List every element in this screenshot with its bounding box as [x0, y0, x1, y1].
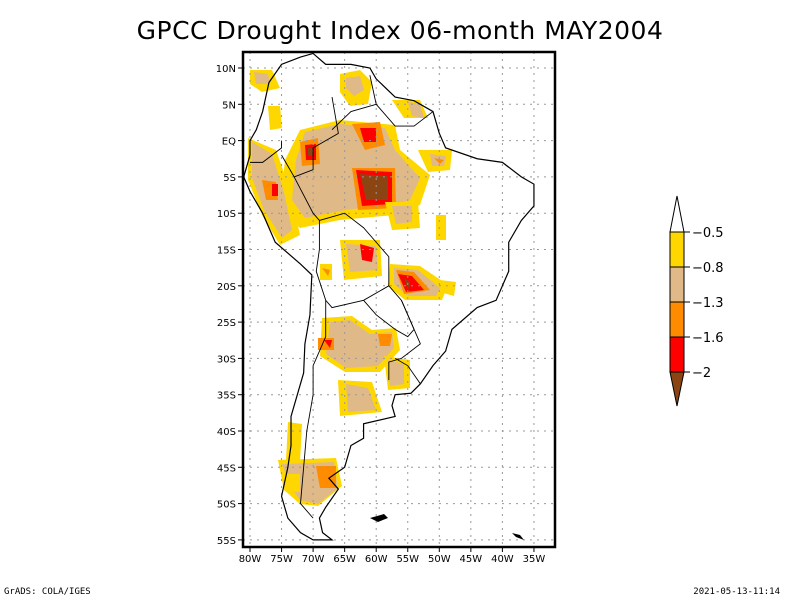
x-tick-label: 65W	[333, 554, 356, 565]
footer-timestamp: 2021-05-13-11:14	[693, 587, 780, 597]
drought-contour-region	[316, 466, 336, 488]
x-tick-label: 55W	[396, 554, 419, 565]
country-border	[331, 75, 377, 131]
drought-contour-region	[404, 278, 410, 290]
drought-contour-region	[272, 184, 278, 196]
country-border	[375, 104, 434, 127]
falkland-islands	[370, 514, 388, 522]
drought-contour-region	[440, 280, 456, 296]
y-tick-label: 5S	[223, 173, 236, 184]
drought-contour-region	[346, 76, 364, 96]
colorbar-swatch-red	[669, 336, 685, 373]
x-tick-label: 45W	[460, 554, 483, 565]
drought-contour-region	[346, 384, 376, 412]
drought-contour-region	[436, 215, 446, 240]
x-tick-label: 75W	[270, 554, 293, 565]
drought-contour-region	[392, 206, 412, 224]
x-tick-label: 60W	[365, 554, 388, 565]
drought-contour-region	[326, 320, 394, 368]
drought-contour-region	[324, 340, 332, 348]
drought-contour-region	[388, 360, 404, 386]
country-border	[394, 358, 421, 385]
y-axis: 10N 5N EQ 5S 10S 15S 20S 25S 30S 35S 40S 45S 50S 55S	[216, 64, 243, 547]
drought-contour-region	[408, 102, 424, 118]
y-tick-label: 40S	[217, 427, 236, 438]
y-tick-label: 45S	[217, 463, 236, 474]
colorbar-upper-triangle	[669, 195, 685, 233]
x-tick-label: 70W	[302, 554, 325, 565]
drought-contour-region	[254, 72, 270, 84]
colorbar-label: −0.5	[692, 226, 724, 241]
footer-credit: GrADS: COLA/IGES	[4, 587, 91, 597]
drought-contour-region	[286, 474, 300, 492]
colorbar-swatch-orange	[669, 301, 685, 338]
x-tick-label: 50W	[428, 554, 451, 565]
colorbar-swatch-tan	[669, 266, 685, 303]
drought-contour-region	[360, 128, 376, 142]
y-tick-label: 35S	[217, 391, 236, 402]
country-border	[281, 154, 295, 178]
colorbar-swatch-yellow	[669, 231, 685, 268]
country-border	[300, 300, 327, 519]
x-tick-label: 40W	[491, 554, 514, 565]
drought-contour-region	[322, 268, 330, 276]
drought-contour-region	[360, 244, 374, 262]
y-tick-label: 10N	[216, 64, 236, 75]
y-tick-label: 10S	[217, 209, 236, 220]
chart-title: GPCC Drought Index 06-month MAY2004	[136, 16, 664, 45]
drought-shading	[248, 70, 456, 506]
drought-contour-region	[268, 106, 282, 130]
x-tick-label: 80W	[239, 554, 262, 565]
south-georgia-island	[512, 533, 524, 540]
plot-frame	[241, 50, 557, 549]
y-tick-label: 5N	[222, 100, 236, 111]
y-tick-label: 25S	[217, 318, 236, 329]
y-tick-label: 50S	[217, 500, 236, 511]
drought-contour-region	[378, 334, 392, 346]
drought-contour-region	[286, 422, 302, 462]
colorbar-label: −2	[692, 366, 711, 381]
country-border	[388, 300, 421, 381]
colorbar-label: −1.3	[692, 296, 724, 311]
y-tick-label: 55S	[217, 536, 236, 547]
country-border	[250, 140, 282, 163]
continent-outline	[243, 52, 535, 541]
country-border	[294, 96, 339, 178]
drought-contour-region	[308, 148, 314, 156]
colorbar-lower-triangle	[669, 371, 685, 407]
y-tick-label: 15S	[217, 246, 236, 257]
x-tick-label: 35W	[523, 554, 546, 565]
colorbar: −0.5 −0.8 −1.3 −1.6 −2	[669, 195, 724, 407]
coastlines	[243, 52, 535, 541]
y-tick-label: EQ	[222, 137, 236, 148]
drought-contour-region	[434, 158, 444, 164]
x-axis: 80W 75W 70W 65W 60W 55W 50W 45W 40W 35W	[239, 547, 546, 565]
drought-contour-region	[360, 174, 388, 200]
colorbar-label: −0.8	[692, 261, 724, 276]
y-tick-label: 30S	[217, 354, 236, 365]
country-border	[293, 176, 409, 316]
y-tick-label: 20S	[217, 282, 236, 293]
colorbar-label: −1.6	[692, 331, 724, 346]
